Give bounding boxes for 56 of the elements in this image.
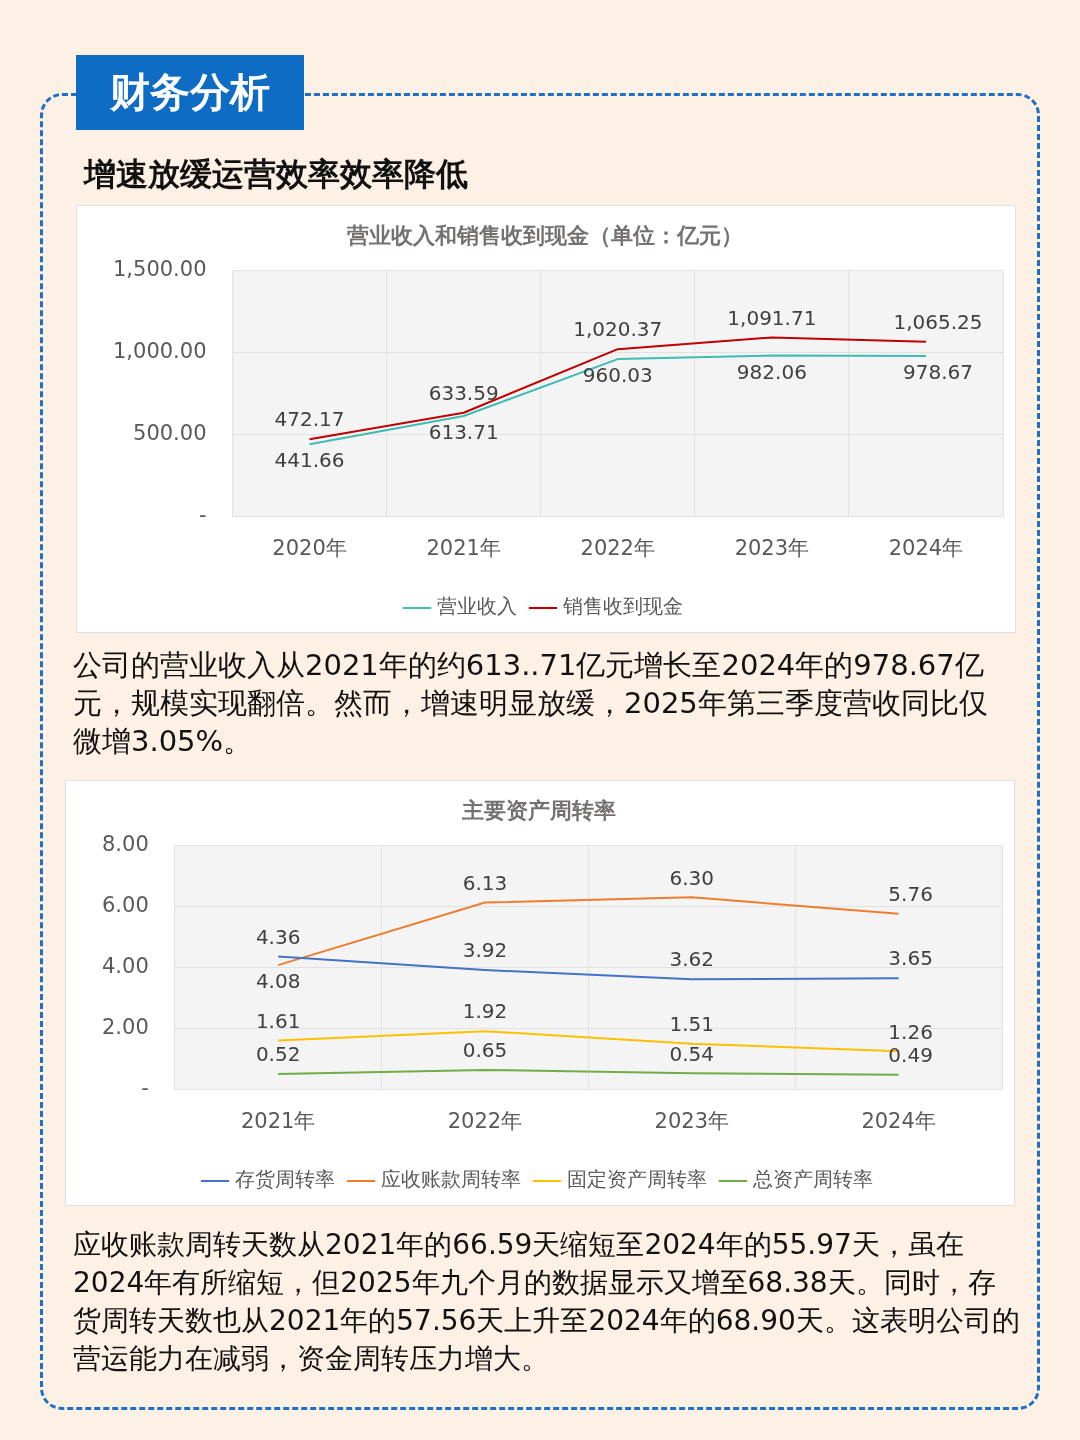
data-label: 4.36 xyxy=(255,924,301,949)
x-tick-label: 2023年 xyxy=(734,535,810,560)
data-label: 1.26 xyxy=(888,1019,933,1044)
y-tick-label: 2.00 xyxy=(101,1015,149,1040)
text: 增速放缓运营效率效率降低 xyxy=(84,154,468,195)
data-label: 3.62 xyxy=(669,947,715,972)
x-tick-label: 2020年 xyxy=(272,535,347,560)
y-tick-label: - xyxy=(141,1076,149,1101)
data-label: 0.52 xyxy=(255,1042,301,1067)
y-tick-label: 8.00 xyxy=(101,831,149,856)
data-label: 1.61 xyxy=(255,1008,301,1033)
data-label: 1.51 xyxy=(669,1011,715,1036)
x-tick-label: 2021年 xyxy=(426,535,501,560)
legend-label: 固定资产周转率 xyxy=(567,1167,707,1192)
data-label: 472.17 xyxy=(274,407,345,432)
data-label: 978.67 xyxy=(902,360,973,385)
data-label: 6.13 xyxy=(462,870,508,895)
text: 财务分析 xyxy=(76,55,304,130)
y-tick-label: - xyxy=(198,503,207,528)
legend-label: 营业收入 xyxy=(437,594,517,619)
legend-label: 总资产周转率 xyxy=(752,1167,873,1192)
data-label: 5.76 xyxy=(888,882,933,907)
data-label: 0.49 xyxy=(888,1043,933,1068)
x-tick-label: 2022年 xyxy=(580,535,655,560)
data-label: 3.92 xyxy=(462,938,508,963)
text: 公司的营业收入从2021年的约613..71亿元增长至2024年的978.67亿元，规模实现翻倍。然而，增速明显放缓，2025年第三季度营收同比仅微增3.05%。 xyxy=(73,647,989,760)
data-label: 1,091.71 xyxy=(727,305,817,330)
legend-label: 存货周转率 xyxy=(235,1167,335,1192)
legend-label: 应收账款周转率 xyxy=(381,1167,521,1192)
data-label: 0.65 xyxy=(462,1038,508,1063)
x-tick-label: 2024年 xyxy=(888,535,964,560)
data-label: 633.59 xyxy=(428,380,499,405)
data-label: 613.71 xyxy=(428,420,499,445)
x-tick-label: 2024年 xyxy=(861,1108,936,1133)
chart-title: 主要资产周转率 xyxy=(461,797,616,823)
y-tick-label: 4.00 xyxy=(101,954,149,979)
y-tick-label: 6.00 xyxy=(101,892,149,917)
data-label: 1,020.37 xyxy=(573,317,663,342)
data-label: 982.06 xyxy=(736,359,807,384)
legend-label: 销售收到现金 xyxy=(562,594,683,619)
y-tick-label: 1,000.00 xyxy=(113,338,207,363)
chart-title: 营业收入和销售收到现金（单位：亿元） xyxy=(346,222,743,248)
data-label: 3.65 xyxy=(888,946,933,971)
x-tick-label: 2023年 xyxy=(654,1108,730,1133)
x-tick-label: 2022年 xyxy=(447,1108,523,1133)
data-label: 4.08 xyxy=(255,969,301,994)
data-label: 1,065.25 xyxy=(893,310,983,335)
data-label: 6.30 xyxy=(669,865,715,890)
x-tick-label: 2021年 xyxy=(240,1108,316,1133)
y-tick-label: 1,500.00 xyxy=(113,256,207,281)
data-label: 0.54 xyxy=(669,1041,715,1066)
text: 应收账款周转天数从2021年的66.59天缩短至2024年的55.97天，虽在2024年有所缩短，但2025年九个月的数据显示又增至68.38天。同时，存货周转天数也从2021年的57.56天上升至2024年的68.90天。这表明公司的营运能力在减弱，资金周转压力增大。 xyxy=(73,1227,1021,1377)
data-label: 1.92 xyxy=(462,999,508,1024)
y-tick-label: 500.00 xyxy=(133,421,207,446)
data-label: 441.66 xyxy=(274,448,345,473)
data-label: 960.03 xyxy=(582,363,653,388)
